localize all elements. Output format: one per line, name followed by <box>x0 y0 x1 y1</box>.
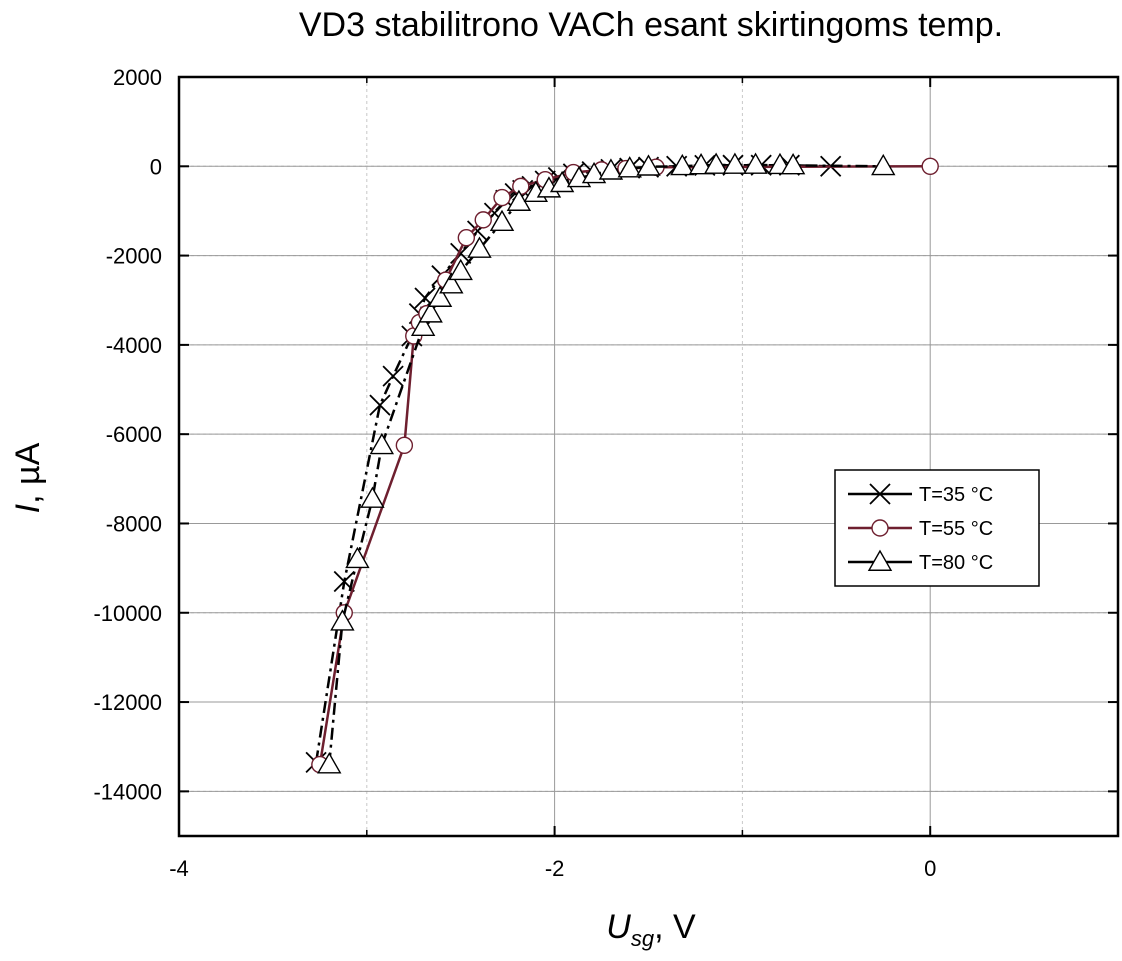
series-3-marker <box>489 209 515 232</box>
x-axis-label-unit: , V <box>654 908 696 946</box>
series-3-marker <box>617 156 642 178</box>
series-2-marker <box>921 157 939 175</box>
series-2-marker <box>474 211 492 229</box>
series-2-marker <box>395 436 414 455</box>
series-3-marker <box>448 258 473 281</box>
series-3-line <box>327 163 884 765</box>
x-tick-label: -2 <box>545 856 565 881</box>
series-3-marker <box>722 152 748 174</box>
series-3-marker <box>581 161 607 184</box>
y-tick-label: -10000 <box>93 601 162 626</box>
y-tick-label: -14000 <box>93 779 162 804</box>
series-3-marker <box>360 486 385 508</box>
y-axis-label-var: I <box>9 503 47 513</box>
legend-entry: T=35 °C <box>848 483 993 506</box>
series-3-marker <box>670 153 695 176</box>
legend: T=35 °C T=55 °C T=80 °C <box>834 469 1040 587</box>
series-2-marker <box>512 177 530 196</box>
y-tick-label: 0 <box>150 154 162 179</box>
series-3 <box>317 152 896 774</box>
y-axis-label: I, µA <box>9 442 47 513</box>
x-axis-label-sub: sg <box>631 926 655 951</box>
series-1-marker <box>382 365 404 387</box>
series-3-marker <box>743 152 768 174</box>
legend-marker <box>871 519 889 537</box>
y-tick-label: 2000 <box>113 65 162 90</box>
legend-label: T=35 °C <box>919 484 993 506</box>
y-tick-label: -6000 <box>106 422 162 447</box>
series-3-marker <box>439 272 464 294</box>
series-3-marker <box>871 153 896 176</box>
legend-entry: T=80 °C <box>848 549 993 574</box>
y-tick-label: -2000 <box>106 244 162 269</box>
series-3-marker <box>780 152 806 175</box>
series-3-marker <box>317 752 342 774</box>
x-axis-label: Usg, V <box>606 908 696 951</box>
series-1-marker <box>369 394 391 416</box>
series-3-marker <box>703 152 729 174</box>
series-3-marker <box>410 314 436 336</box>
series-3-marker <box>345 546 370 569</box>
y-tick-label: -4000 <box>106 333 162 358</box>
grid <box>178 76 1118 836</box>
series-3-marker <box>598 158 624 180</box>
y-tick-label: -12000 <box>93 690 162 715</box>
series-1-line <box>314 163 831 763</box>
legend-marker <box>869 483 891 505</box>
x-tick-label: -4 <box>169 856 189 881</box>
series-2 <box>311 157 939 774</box>
series-3-marker <box>369 432 395 455</box>
legend-marker <box>867 549 893 571</box>
series-3-marker <box>688 152 714 175</box>
series-3-marker <box>330 609 355 631</box>
axes: 2000 0 -2000 -4000 -6000 -8000 -10000 -12000 -14… <box>93 65 1118 881</box>
legend-entry: T=55 °C <box>848 518 993 540</box>
series-3-marker <box>636 154 661 176</box>
series-3-marker <box>467 236 492 258</box>
chart-title: VD3 stabilitrono VACh esant skirtingoms … <box>299 6 1003 44</box>
y-axis-label-unit: , µA <box>9 442 47 503</box>
legend-label: T=80 °C <box>919 552 993 574</box>
series-3-marker <box>427 285 453 307</box>
y-tick-label: -8000 <box>106 511 162 536</box>
series-3-marker <box>418 301 443 323</box>
legend-label: T=55 °C <box>919 518 993 540</box>
series-2-marker <box>493 188 511 207</box>
series-2-marker <box>457 229 476 247</box>
series-1-marker <box>450 242 472 264</box>
x-axis-label-var: U <box>606 908 631 946</box>
plot-area <box>305 152 939 774</box>
series-1 <box>305 154 842 773</box>
plot-frame <box>177 75 1120 838</box>
x-tick-label: 0 <box>924 856 936 881</box>
